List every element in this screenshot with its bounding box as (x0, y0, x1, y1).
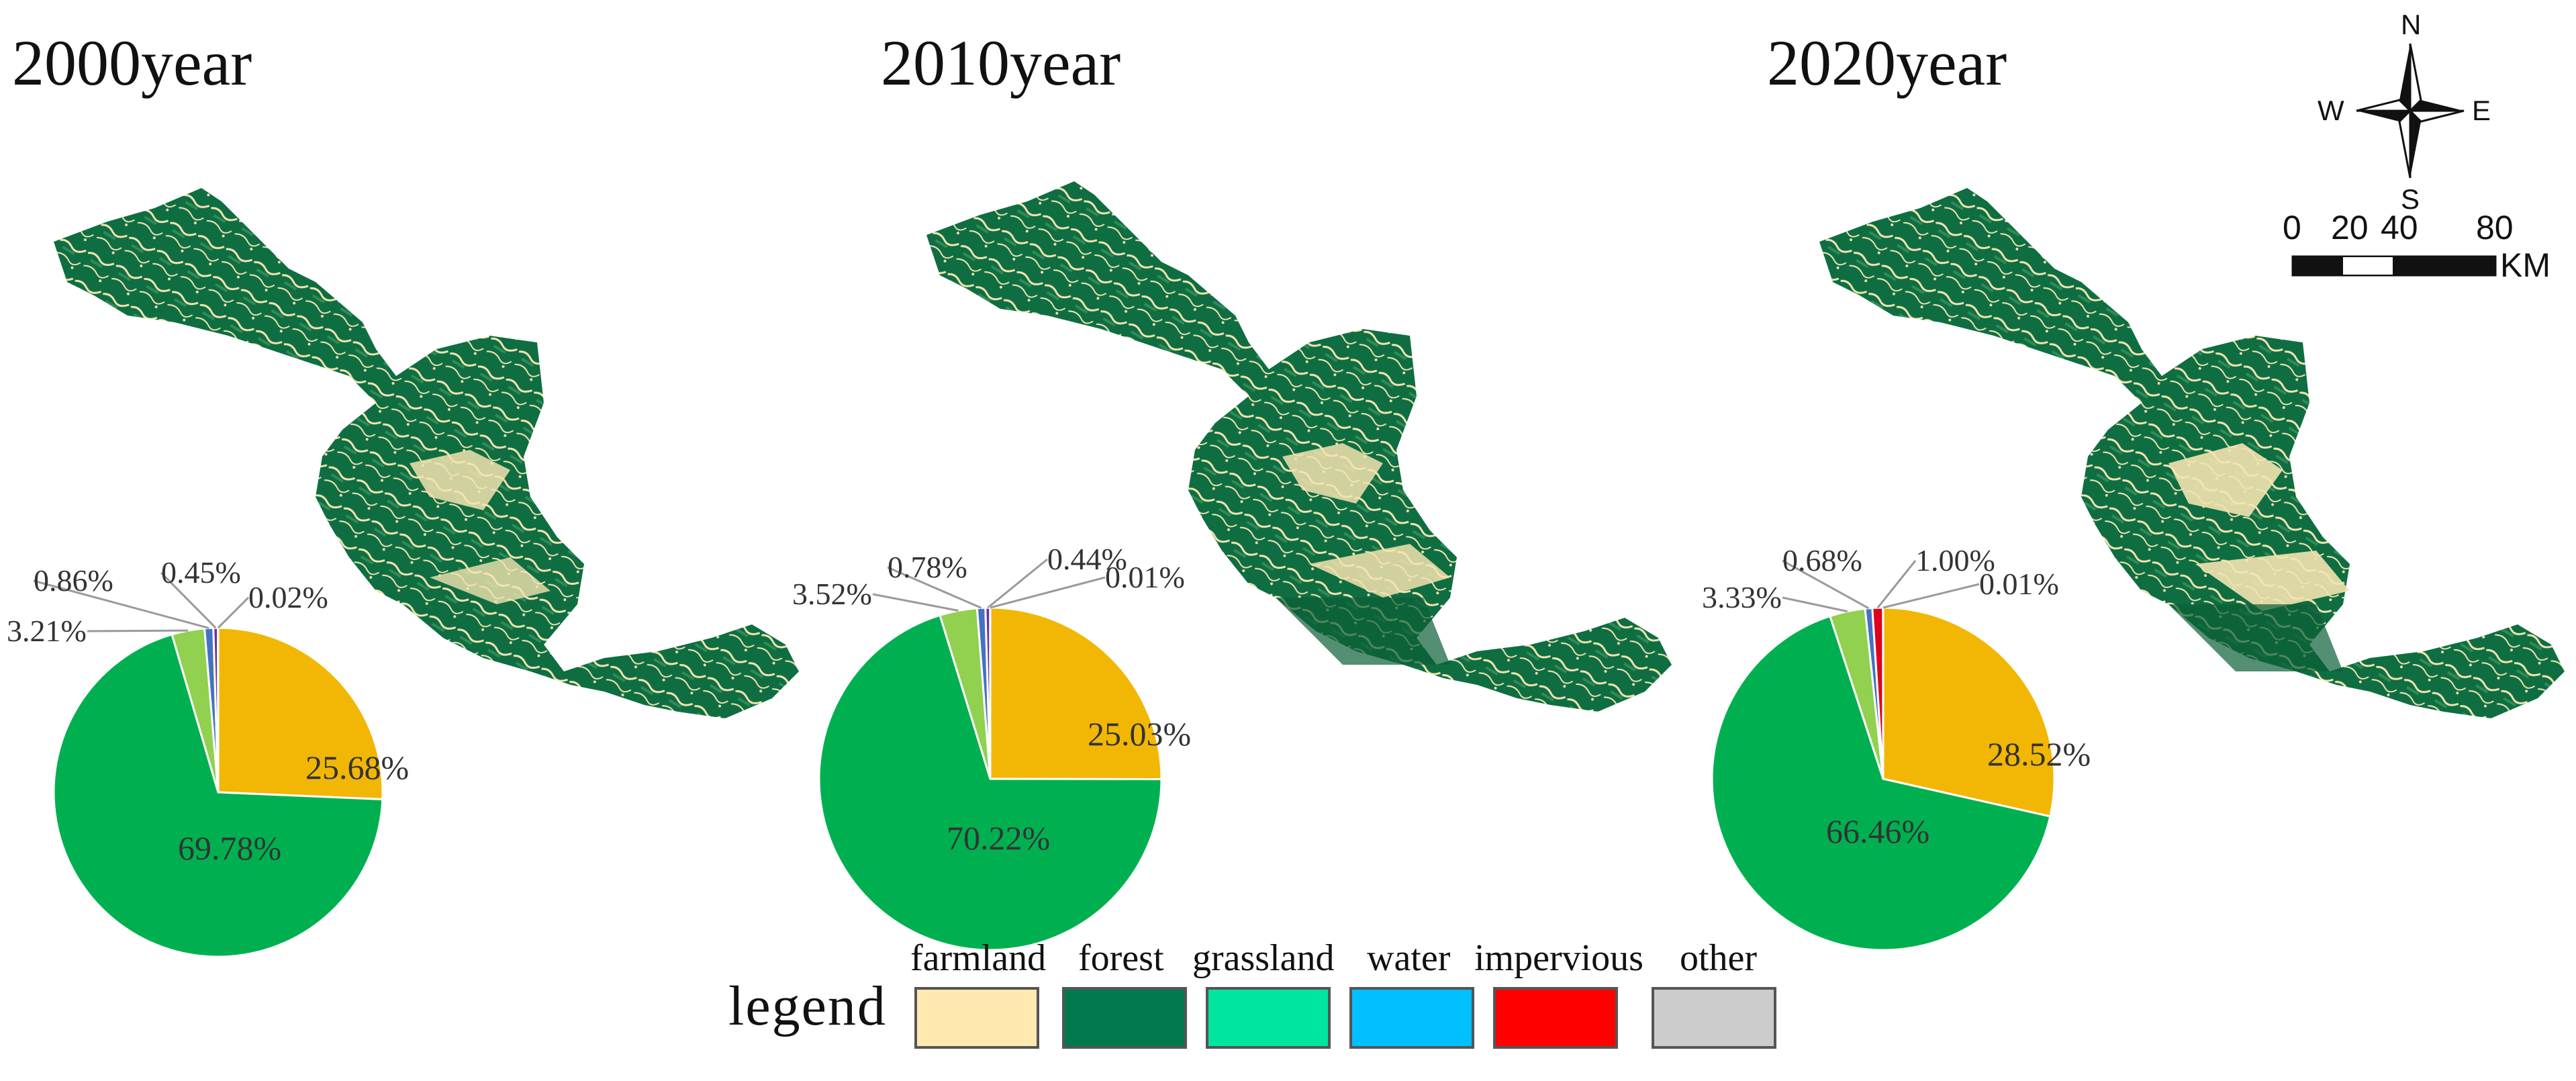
pie-1-label-other: 0.01% (1105, 560, 1185, 594)
scale-tick-40: 40 (2381, 209, 2418, 246)
legend-label-grassland: grassland (1192, 937, 1335, 979)
pie-2-label-grassland: 3.33% (1702, 580, 1782, 614)
pie-2-leader-impervious (1876, 560, 1917, 609)
pie-1-label-forest: 70.22% (947, 819, 1050, 857)
legend-label-other: other (1680, 937, 1758, 979)
pie-0-leader-grassland (87, 629, 189, 632)
map-2020 (1819, 188, 2565, 718)
legend-swatch-farmland (914, 987, 1039, 1049)
legend-swatch-water (1349, 987, 1474, 1049)
pie-2-leader-water (1782, 559, 1870, 610)
pie-1-slice-forest (818, 614, 1163, 951)
pie-0-slice-forest (52, 633, 384, 958)
pie-1-leader-grassland (872, 593, 959, 612)
pie-2-label-farmland: 28.52% (1987, 735, 2091, 773)
pie-0-label-farmland: 25.68% (305, 749, 409, 786)
compass-west: W (2318, 95, 2344, 126)
pie-0-leader-other (217, 596, 250, 629)
scale-tick-80: 80 (2476, 209, 2514, 246)
pie-1-label-farmland: 25.03% (1088, 715, 1191, 753)
pie-0-slice-farmland (217, 626, 384, 801)
year-title-2010: 2010year (881, 27, 1121, 99)
pie-1-leader-impervious (987, 558, 1048, 609)
compass-south: S (2401, 183, 2420, 215)
scale-unit: KM (2500, 246, 2550, 284)
scale-tick-0: 0 (2283, 209, 2301, 246)
pie-2-leader-other (1882, 583, 1980, 609)
legend-swatch-other (1652, 987, 1776, 1049)
pie-0-label-other: 0.02% (248, 580, 328, 614)
legend-title: legend (728, 975, 887, 1037)
pie-2-label-water: 0.68% (1782, 543, 1862, 577)
pie-0-label-grassland: 3.21% (7, 614, 87, 648)
pie-0-label-impervious: 0.45% (161, 555, 241, 590)
pie-0-label-forest: 69.78% (178, 829, 281, 867)
compass-east: E (2472, 95, 2491, 126)
legend-label-impervious: impervious (1474, 937, 1643, 979)
compass-north: N (2401, 9, 2421, 40)
pie-2-slice-forest (1711, 614, 2052, 951)
pie-1-slice-farmland (989, 606, 1163, 780)
pie-1-label-grassland: 3.52% (792, 577, 872, 611)
legend-label-forest: forest (1078, 937, 1164, 979)
legend-swatch-forest (1062, 987, 1187, 1049)
year-title-2000: 2000year (12, 27, 252, 99)
legend-label-water: water (1367, 937, 1451, 979)
pie-0-leader-water (33, 579, 209, 629)
map-2000 (54, 188, 799, 718)
year-title-2020: 2020year (1767, 27, 2007, 99)
pie-0-label-water: 0.86% (34, 563, 113, 598)
map-2010 (926, 181, 1672, 712)
pie-1-leader-other (990, 576, 1106, 609)
pie-2-label-other: 0.01% (1979, 567, 2059, 601)
pie-1-leader-water (887, 566, 982, 609)
pie-1-label-impervious: 0.44% (1047, 542, 1127, 576)
legend-label-farmland: farmland (910, 937, 1047, 979)
legend-swatch-grassland (1206, 987, 1331, 1049)
pie-0-leader-impervious (160, 571, 217, 629)
north-arrow-icon: N S E W (2318, 9, 2491, 215)
scale-tick-20: 20 (2331, 209, 2369, 246)
pie-2-leader-grassland (1782, 596, 1848, 613)
pie-2-slice-farmland (1882, 606, 2056, 818)
pie-1-label-water: 0.78% (888, 550, 967, 584)
scale-bar (2291, 255, 2497, 277)
legend-swatch-impervious (1493, 987, 1618, 1049)
pie-2-label-forest: 66.46% (1826, 812, 1929, 850)
pie-2-label-impervious: 1.00% (1915, 543, 1995, 577)
